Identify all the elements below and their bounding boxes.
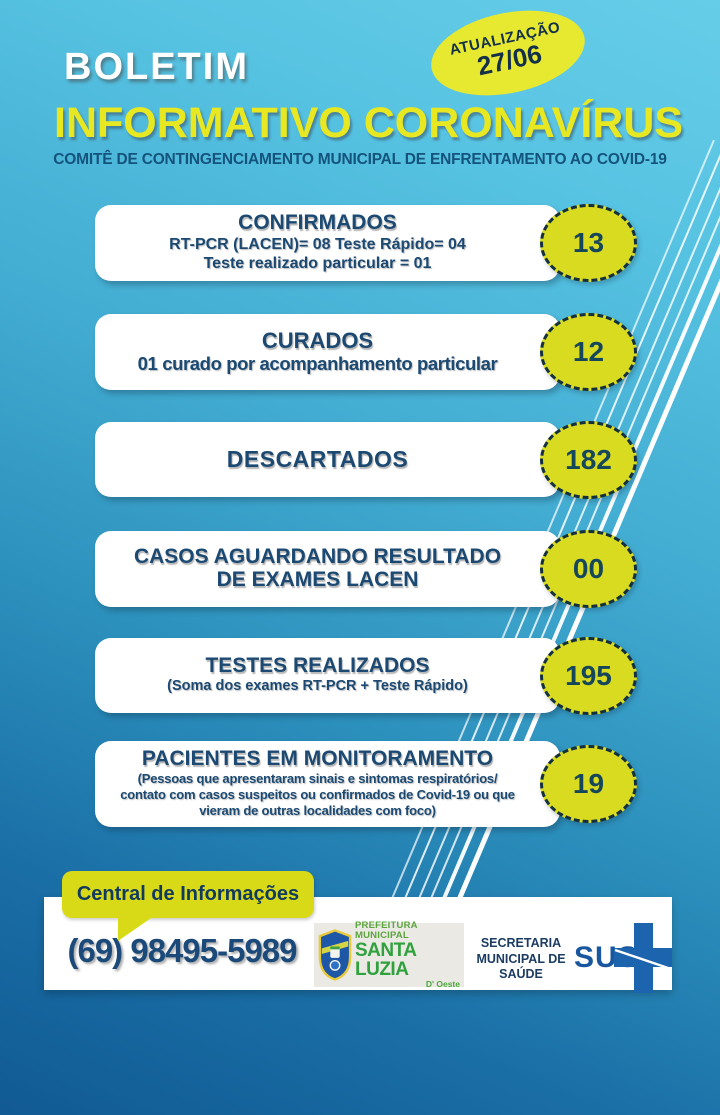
prefeitura-text: PREFEITURA MUNICIPAL SANTA LUZIA D' Oest…	[355, 921, 460, 989]
info-center-bubble: Central de Informações	[62, 871, 314, 941]
secretaria-label: SECRETARIA MUNICIPAL DE SAÚDE	[476, 936, 566, 982]
committee-subtitle: COMITÊ DE CONTINGENCIAMENTO MUNICIPAL DE…	[53, 151, 667, 168]
stat-card-detail: RT-PCR (LACEN)= 08 Teste Rápido= 04	[169, 235, 466, 253]
stat-value-badge: 182	[540, 421, 637, 499]
stat-value: 182	[565, 444, 612, 475]
stat-value: 195	[565, 660, 612, 691]
prefeitura-line1: PREFEITURA MUNICIPAL	[355, 920, 418, 941]
stat-card-title: CONFIRMADOS	[238, 211, 397, 235]
poster-title-line2: INFORMATIVO CORONAVÍRUS	[54, 99, 684, 147]
stat-card-title: CURADOS	[261, 327, 374, 353]
info-center-label: Central de Informações	[76, 883, 300, 905]
stat-value: 12	[572, 336, 605, 367]
stat-card-pacientes-monitoramento: PACIENTES EM MONITORAMENTO (Pessoas que …	[95, 741, 560, 827]
stat-card-title: PACIENTES EM MONITORAMENTO	[141, 747, 494, 771]
stat-value: 19	[572, 768, 605, 799]
stat-card-title: DESCARTADOS	[226, 446, 409, 473]
stat-card-title: CASOS AGUARDANDO RESULTADO DE EXAMES LAC…	[133, 545, 502, 591]
stat-value: 00	[572, 553, 605, 584]
stat-value-badge: 195	[540, 637, 637, 715]
stat-card-confirmados: CONFIRMADOS RT-PCR (LACEN)= 08 Teste Ráp…	[95, 205, 560, 281]
stat-card-detail: Teste realizado particular = 01	[203, 255, 432, 273]
stat-card-curados: CURADOS 01 curado por acompanhamento par…	[95, 314, 560, 390]
poster-title-line1: BOLETIM	[64, 46, 249, 88]
speech-bubble-tail	[118, 916, 154, 941]
stat-value-badge: 19	[540, 745, 637, 823]
sus-cross-icon	[614, 923, 672, 993]
stat-value-badge: 00	[540, 530, 637, 608]
phone-number: (69) 98495-5989	[67, 932, 297, 969]
prefeitura-line3: D' Oeste	[425, 979, 460, 990]
prefeitura-logo: PREFEITURA MUNICIPAL SANTA LUZIA D' Oest…	[314, 921, 464, 989]
stat-value-badge: 12	[540, 313, 637, 391]
stat-card-title: TESTES REALIZADOS	[205, 654, 430, 678]
stat-value: 13	[572, 227, 605, 258]
stat-card-detail: (Soma dos exames RT-PCR + Teste Rápido)	[167, 677, 468, 694]
update-date-badge: ATUALIZAÇÃO 27/06	[423, 0, 593, 109]
stat-card-detail: 01 curado por acompanhamento particular	[137, 352, 498, 374]
stat-value-badge: 13	[540, 204, 637, 282]
stat-card-aguardando-lacen: CASOS AGUARDANDO RESULTADO DE EXAMES LAC…	[95, 531, 560, 607]
prefeitura-name: SANTA LUZIA	[355, 940, 416, 981]
stat-card-descartados: DESCARTADOS	[95, 422, 560, 497]
stat-card-detail: (Pessoas que apresentaram sinais e sinto…	[120, 770, 515, 819]
stat-card-testes-realizados: TESTES REALIZADOS (Soma dos exames RT-PC…	[95, 638, 560, 713]
coat-of-arms-icon	[318, 929, 352, 981]
